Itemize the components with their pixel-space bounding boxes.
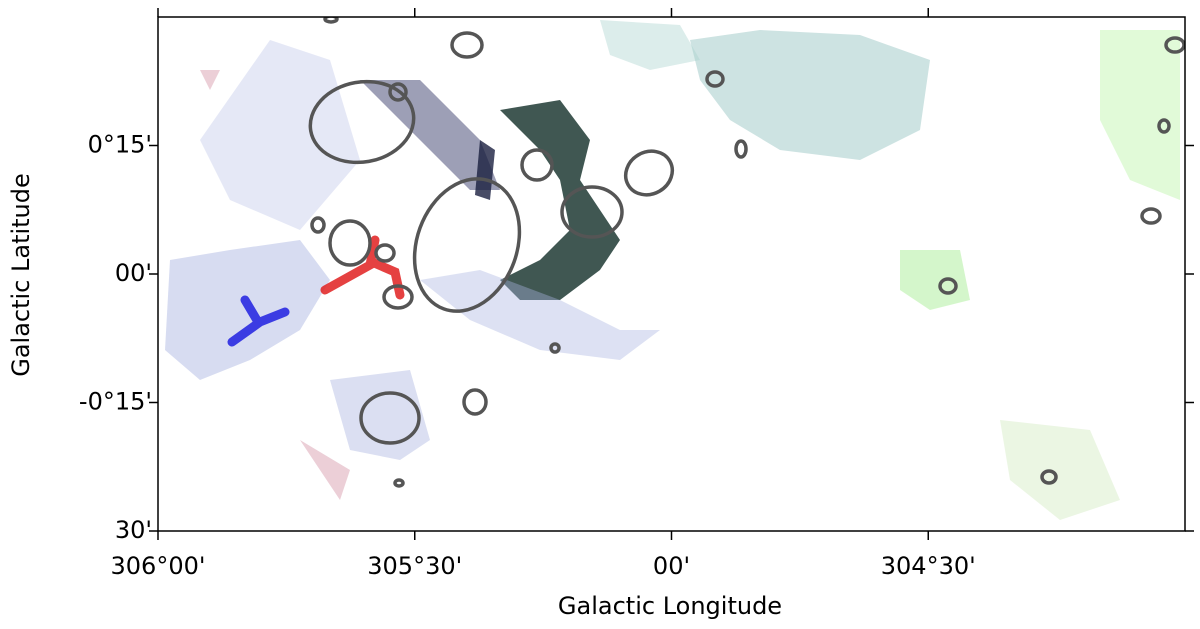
- y-axis-label: Galactic Latitude: [7, 173, 35, 377]
- sky-image: [165, 17, 1185, 520]
- y-tick-label: 00': [115, 259, 152, 287]
- x-axis-label: Galactic Longitude: [558, 592, 782, 620]
- x-tick-label: 306°00': [111, 552, 206, 580]
- source-ellipses: [308, 17, 1185, 488]
- y-tick-label: -0°15': [79, 388, 152, 416]
- x-tick-label: 304°30': [881, 552, 976, 580]
- y-tick-label: 30': [115, 516, 152, 544]
- x-tick-label: 00': [653, 552, 690, 580]
- x-tick-label: 305°30': [367, 552, 462, 580]
- y-tick-label: 0°15': [88, 131, 152, 159]
